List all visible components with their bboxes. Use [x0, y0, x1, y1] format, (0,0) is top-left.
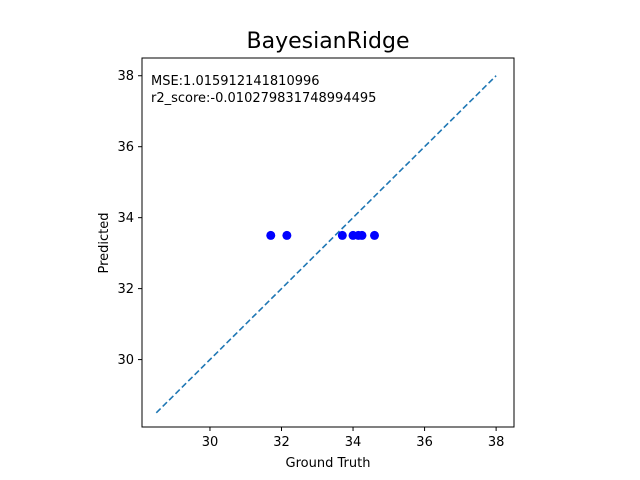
- y-tick-label: 30: [117, 353, 134, 368]
- y-tick-label: 34: [117, 211, 134, 226]
- x-tick-label: 36: [416, 435, 433, 450]
- reference-line-layer: [155, 75, 497, 414]
- axes-frame: [141, 57, 515, 428]
- reference-line: [155, 75, 497, 414]
- x-tick-label: 32: [273, 435, 290, 450]
- scatter-point: [337, 230, 347, 240]
- x-tick-label: 30: [202, 435, 219, 450]
- scatter-point: [282, 230, 292, 240]
- mse-annotation: MSE:1.015912141810996: [151, 74, 320, 89]
- y-tick-label: 32: [117, 282, 134, 297]
- y-tick-label: 36: [117, 140, 134, 155]
- y-tick-label: 38: [117, 69, 134, 84]
- y-axis-label: Predicted: [97, 212, 112, 273]
- r2-annotation: r2_score:-0.010279831748994495: [151, 91, 376, 106]
- x-axis-label: Ground Truth: [286, 456, 371, 471]
- scatter-point: [266, 230, 276, 240]
- x-ticks: 30 32 34 36 38: [202, 427, 505, 450]
- y-ticks: 30 32 34 36 38: [117, 69, 142, 368]
- chart-title: BayesianRidge: [247, 29, 410, 54]
- plot-area: 30 32 34 36 38 30 32 34 36 38: [117, 57, 515, 450]
- x-tick-label: 38: [488, 435, 505, 450]
- scatter-point: [370, 230, 379, 240]
- x-tick-label: 34: [345, 435, 362, 450]
- scatter-points-layer: [266, 230, 379, 240]
- scatter-point: [357, 230, 367, 240]
